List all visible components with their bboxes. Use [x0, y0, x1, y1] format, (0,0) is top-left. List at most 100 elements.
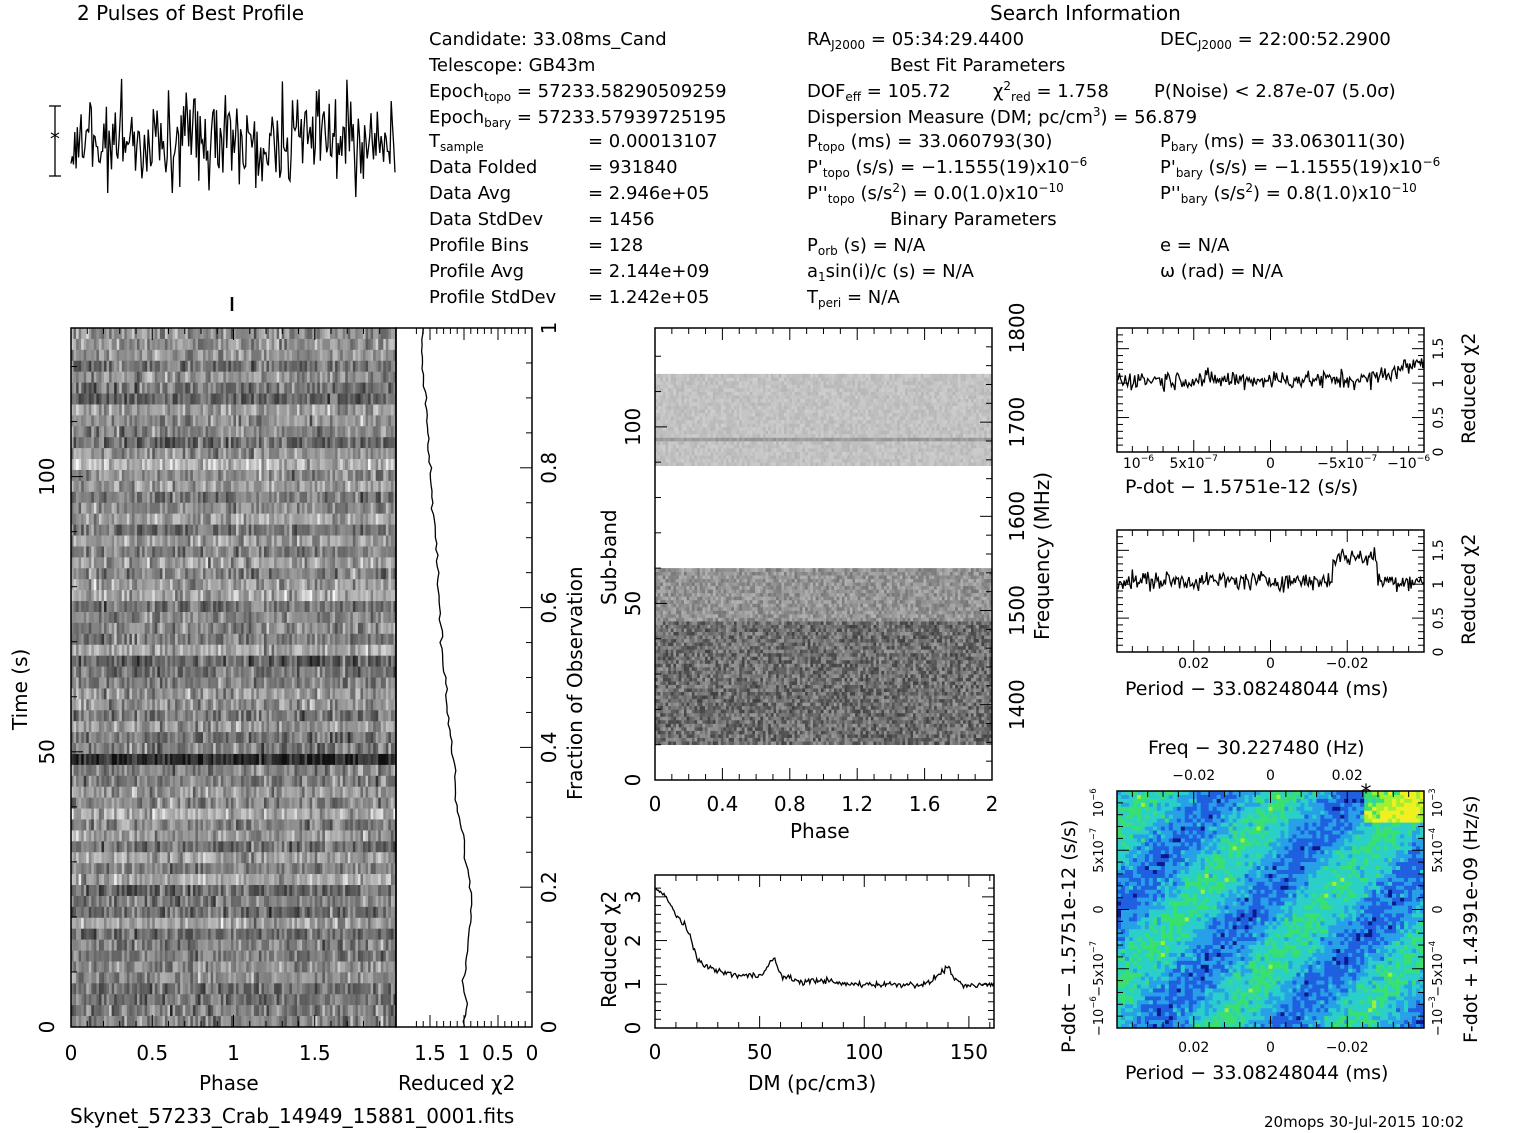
heatmap-cell	[71, 393, 74, 405]
heatmap-cell	[210, 437, 214, 449]
heatmap-cell	[152, 426, 156, 438]
heatmap-cell	[279, 633, 283, 646]
heatmap-cell	[365, 590, 369, 602]
heatmap-cell	[299, 710, 303, 722]
heatmap-cell	[215, 666, 219, 678]
heatmap-cell	[197, 688, 201, 700]
heatmap-cell	[210, 688, 214, 700]
heatmap-cell	[129, 688, 133, 700]
heatmap-cell	[162, 677, 166, 689]
heatmap-cell	[230, 524, 234, 536]
heatmap-cell	[109, 677, 112, 689]
heatmap-cell	[119, 459, 123, 471]
heatmap-cell	[164, 590, 168, 602]
heatmap-cell	[296, 557, 300, 569]
heatmap-cell	[78, 677, 82, 689]
heatmap-cell	[205, 546, 209, 558]
heatmap-cell	[269, 546, 272, 558]
heatmap-cell	[104, 415, 107, 427]
heatmap-cell	[304, 448, 308, 460]
heatmap-cell	[236, 349, 239, 362]
heatmap-cell	[279, 371, 283, 383]
heatmap-cell	[205, 557, 209, 569]
heatmap-cell	[263, 382, 267, 394]
heatmap-cell	[337, 677, 341, 689]
heatmap-cell	[347, 415, 351, 427]
heatmap-cell	[119, 688, 123, 700]
heatmap-cell	[225, 480, 229, 493]
heatmap-cell	[238, 426, 242, 438]
heatmap-cell	[327, 568, 331, 580]
heatmap-cell	[215, 721, 219, 733]
heatmap-cell	[289, 622, 293, 635]
heatmap-cell	[131, 480, 135, 493]
heatmap-cell	[378, 601, 382, 613]
heatmap-cell	[116, 699, 120, 711]
heatmap-cell	[86, 491, 90, 504]
heatmap-cell	[340, 601, 343, 613]
heatmap-cell	[327, 349, 331, 362]
heatmap-cell	[139, 535, 143, 547]
heatmap-cell	[114, 732, 117, 744]
heatmap-cell	[307, 655, 310, 667]
heatmap-cell	[284, 743, 288, 755]
heatmap-cell	[142, 590, 145, 602]
heatmap-cell	[116, 688, 120, 700]
heatmap-cell	[139, 371, 143, 383]
heatmap-cell	[276, 622, 280, 635]
heatmap-cell	[142, 371, 145, 383]
heatmap-cell	[269, 633, 272, 646]
heatmap-cell	[223, 426, 227, 438]
heatmap-cell	[213, 338, 217, 351]
heatmap-cell	[284, 568, 288, 580]
heatmap-cell	[182, 338, 186, 351]
heatmap-cell	[175, 502, 178, 514]
heatmap-cell	[329, 524, 333, 536]
heatmap-cell	[164, 393, 168, 405]
heatmap-cell	[131, 371, 135, 383]
heatmap-cell	[284, 579, 288, 591]
heatmap-cell	[342, 732, 346, 744]
heatmap-cell	[236, 644, 239, 656]
heatmap-cell	[360, 415, 364, 427]
heatmap-cell	[337, 491, 341, 504]
heatmap-cell	[124, 568, 128, 580]
heatmap-cell	[241, 699, 244, 711]
heatmap-cell	[281, 513, 285, 525]
heatmap-cell	[368, 666, 371, 678]
heatmap-cell	[147, 328, 151, 340]
heatmap-cell	[385, 393, 389, 405]
heatmap-cell	[269, 404, 272, 416]
heatmap-cell	[347, 524, 351, 536]
heatmap-cell	[83, 743, 87, 755]
heatmap-cell	[238, 480, 242, 493]
heatmap-cell	[223, 469, 227, 482]
heatmap-cell	[223, 611, 227, 624]
heatmap-cell	[116, 371, 120, 383]
heatmap-cell	[180, 491, 184, 504]
heatmap-cell	[253, 579, 257, 591]
heatmap-cell	[159, 666, 163, 678]
heatmap-cell	[248, 743, 252, 755]
heatmap-cell	[144, 601, 148, 613]
heatmap-cell	[157, 360, 161, 372]
heatmap-cell	[210, 480, 214, 493]
heatmap-cell	[355, 404, 359, 416]
heatmap-cell	[101, 644, 105, 656]
heatmap-cell	[164, 426, 168, 438]
heatmap-cell	[390, 469, 394, 482]
heatmap-cell	[149, 491, 153, 504]
heatmap-cell	[71, 404, 74, 416]
heatmap-cell	[159, 688, 163, 700]
error-bar-marker: *	[50, 127, 60, 151]
heatmap-cell	[309, 677, 313, 689]
heatmap-cell	[228, 611, 232, 624]
heatmap-cell	[88, 459, 92, 471]
heatmap-cell	[131, 349, 135, 362]
heatmap-cell	[342, 644, 346, 656]
heatmap-cell	[185, 590, 189, 602]
heatmap-cell	[205, 743, 209, 755]
heatmap-cell	[294, 546, 298, 558]
heatmap-cell	[256, 688, 260, 700]
heatmap-cell	[281, 404, 285, 416]
